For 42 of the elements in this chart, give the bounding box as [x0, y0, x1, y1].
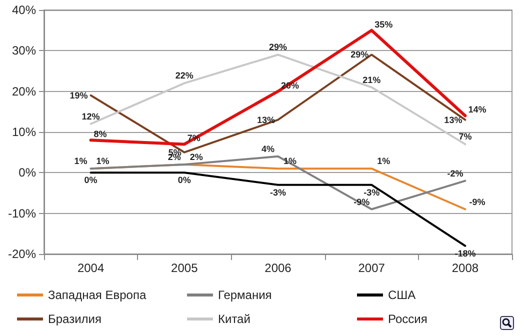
data-label: 19% [70, 90, 88, 100]
data-label: -9% [469, 196, 486, 207]
x-tick-label: 2004 [77, 261, 104, 275]
legend-label: США [388, 288, 416, 302]
data-label: 2% [190, 152, 203, 162]
y-tick-label: 30% [12, 44, 36, 58]
legend-label: Китай [218, 312, 250, 326]
data-label: -2% [447, 168, 464, 178]
legend-label: Россия [388, 312, 428, 326]
y-tick-label: 10% [12, 125, 36, 139]
data-label: 13% [256, 114, 275, 125]
data-label: 0% [84, 175, 98, 186]
y-tick-label: 20% [12, 84, 36, 98]
data-label: 29% [268, 42, 288, 52]
data-label: -18% [454, 248, 476, 258]
data-label: 7% [458, 132, 472, 142]
data-label: 21% [362, 74, 381, 85]
data-label: 14% [468, 104, 486, 115]
legend-label: Германия [218, 288, 272, 302]
data-label: -3% [270, 187, 286, 198]
y-tick-label: -10% [8, 206, 36, 220]
data-label: 1% [96, 156, 110, 166]
data-label: 1% [377, 156, 390, 166]
y-tick-label: 0% [18, 166, 36, 180]
data-label: 22% [175, 70, 194, 81]
data-label: 8% [94, 129, 107, 140]
legend-label: Западная Европа [48, 288, 146, 302]
legend-label: Бразилия [48, 312, 102, 326]
data-label: 12% [82, 111, 100, 122]
x-tick-label: 2007 [358, 261, 386, 275]
y-tick-label: 40% [12, 3, 36, 17]
x-tick-label: 2005 [171, 261, 198, 275]
data-label: 1% [74, 156, 88, 166]
data-label: 29% [350, 50, 369, 60]
data-label: -3% [364, 187, 380, 198]
data-label: 0% [178, 175, 191, 186]
data-label: 13% [444, 114, 462, 125]
x-tick-label: 2006 [264, 261, 292, 275]
data-label: 4% [261, 144, 275, 154]
y-tick-label: -20% [8, 247, 36, 261]
data-label: 35% [374, 19, 393, 30]
x-tick-label: 2008 [452, 261, 479, 275]
